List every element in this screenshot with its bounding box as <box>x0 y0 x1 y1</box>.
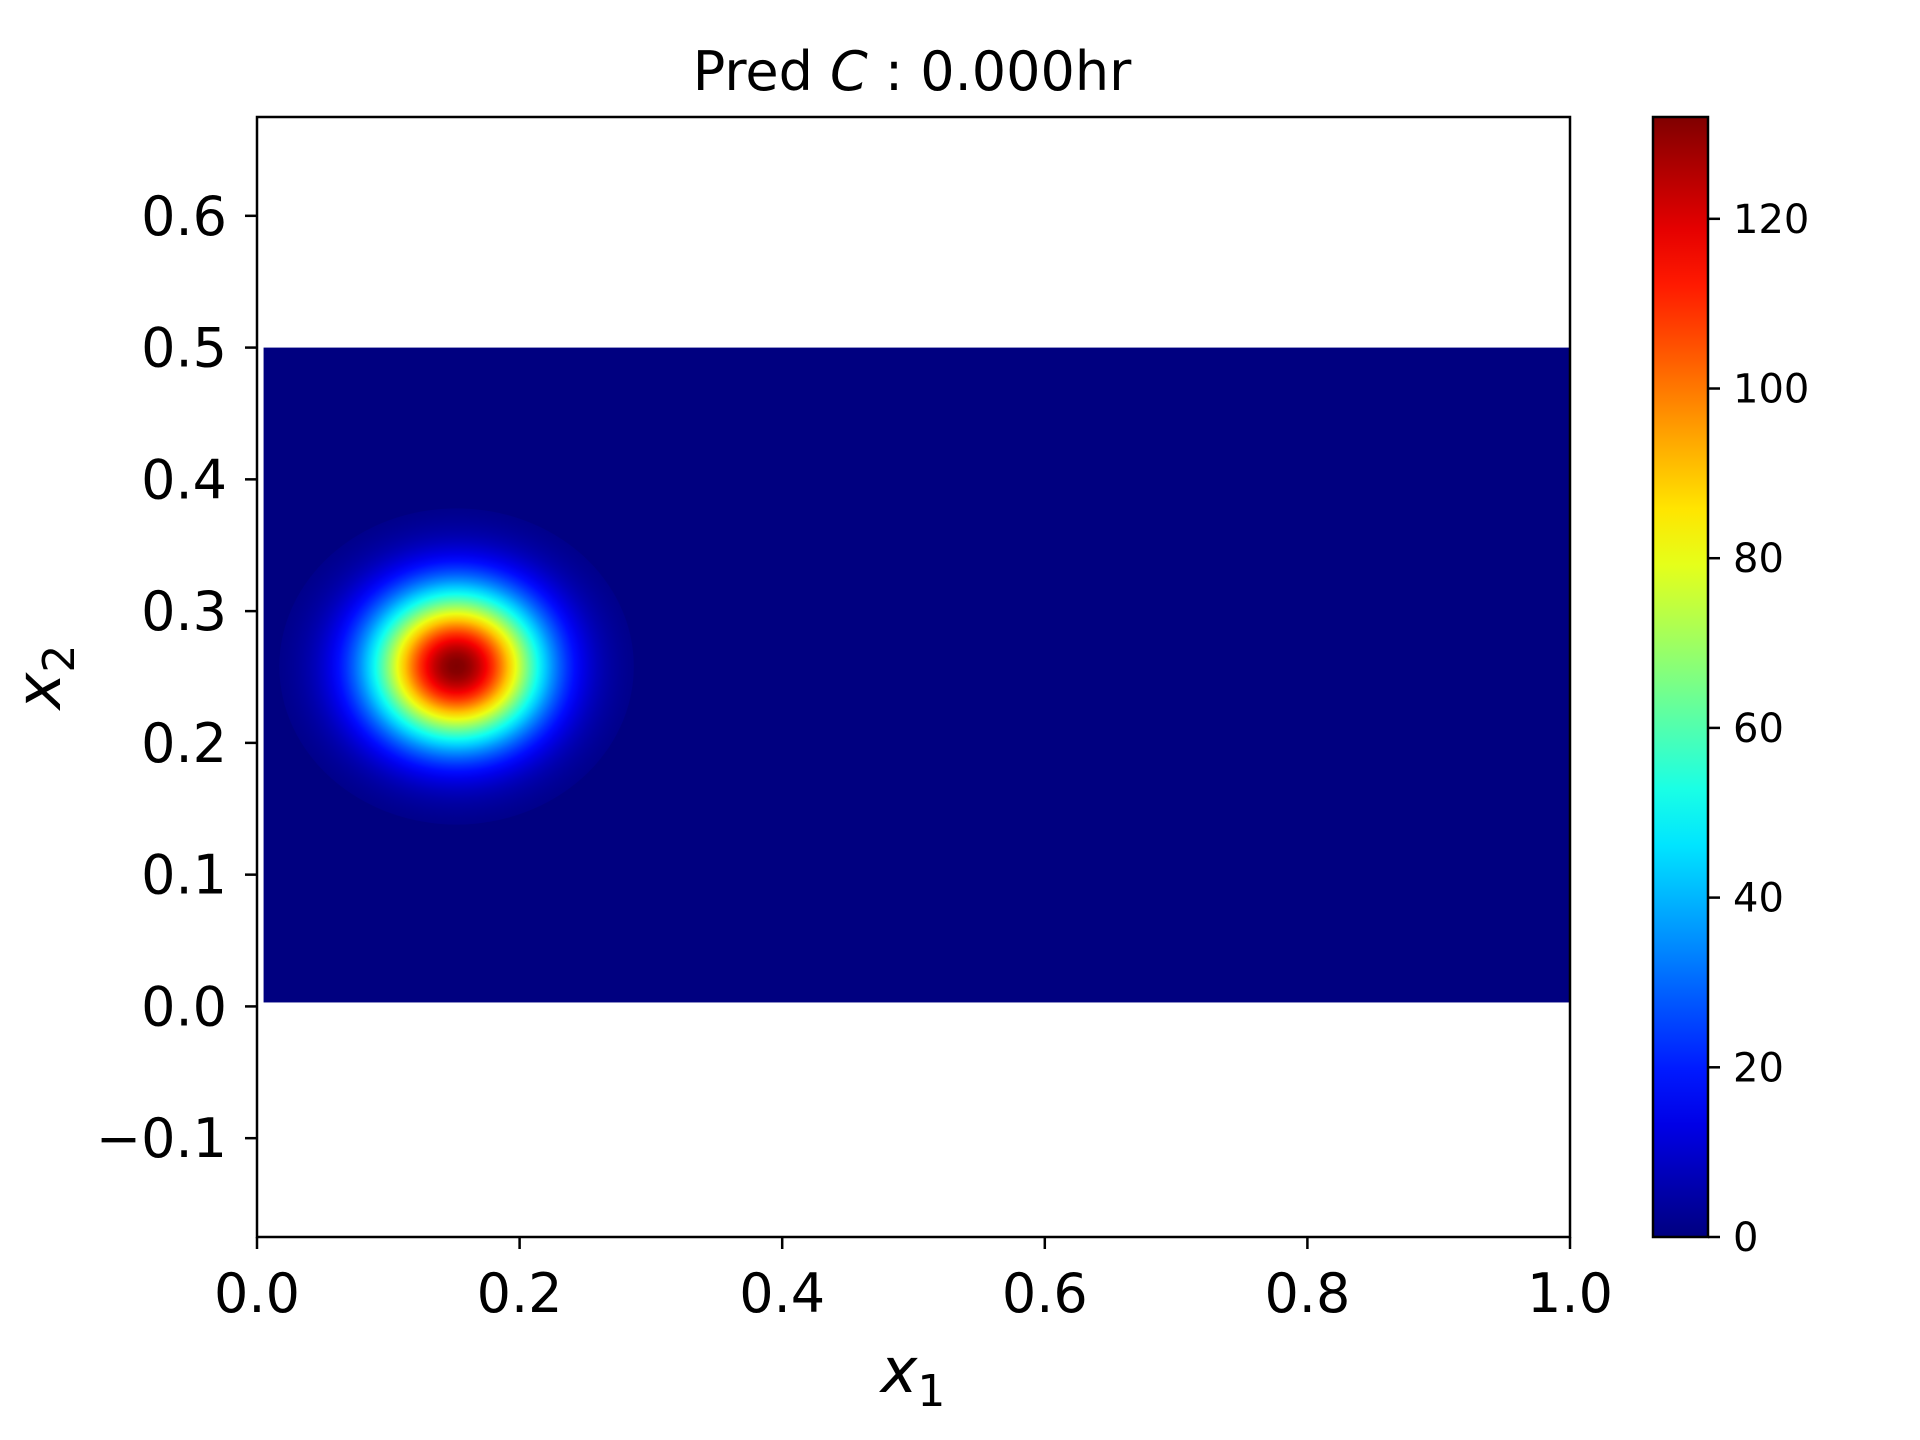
x-axis-label: x1 <box>879 1334 946 1417</box>
colorbar-tick-label: 100 <box>1733 367 1809 413</box>
x-tick-label: 0.4 <box>739 1262 825 1325</box>
x-axis-ticks: 0.0 0.2 0.4 0.6 0.8 1.0 <box>214 1237 1613 1325</box>
x-tick-label: 0.2 <box>477 1262 563 1325</box>
y-tick-label: 0.1 <box>141 844 227 907</box>
chart-title: Pred C : 0.000hr <box>693 40 1132 103</box>
y-tick-label: −0.1 <box>96 1107 227 1170</box>
y-tick-label: 0.4 <box>141 448 227 511</box>
colorbar-frame <box>1651 115 1710 1239</box>
y-tick-label: 0.3 <box>141 580 227 643</box>
colorbar-tick-label: 40 <box>1733 876 1784 922</box>
y-tick-label: 0.5 <box>141 317 227 380</box>
colorbar-tick-label: 60 <box>1733 706 1784 752</box>
y-tick-label: 0.0 <box>141 975 227 1038</box>
colorbar-tick-label: 120 <box>1733 197 1809 243</box>
plot-frame <box>255 115 1572 1239</box>
y-tick-label: 0.2 <box>141 712 227 775</box>
y-axis-ticks: −0.1 0.0 0.1 0.2 0.3 0.4 0.5 0.6 <box>96 185 257 1170</box>
colorbar-tick-label: 20 <box>1733 1045 1784 1091</box>
x-tick-label: 0.6 <box>1002 1262 1088 1325</box>
colorbar-tick-label: 0 <box>1733 1215 1758 1261</box>
heatmap-field <box>263 347 1571 1003</box>
colorbar-gradient <box>1653 117 1708 1237</box>
plot-area <box>255 115 1572 1239</box>
x-tick-label: 0.8 <box>1264 1262 1350 1325</box>
colorbar: 0 20 40 60 80 100 120 <box>1651 115 1809 1261</box>
y-axis-label: x2 <box>2 645 85 712</box>
x-tick-label: 0.0 <box>214 1262 300 1325</box>
x-tick-label: 1.0 <box>1527 1262 1613 1325</box>
colorbar-ticks: 0 20 40 60 80 100 120 <box>1708 197 1809 1261</box>
y-tick-label: 0.6 <box>141 185 227 248</box>
colorbar-tick-label: 80 <box>1733 536 1784 582</box>
concentration-peak <box>279 508 634 825</box>
